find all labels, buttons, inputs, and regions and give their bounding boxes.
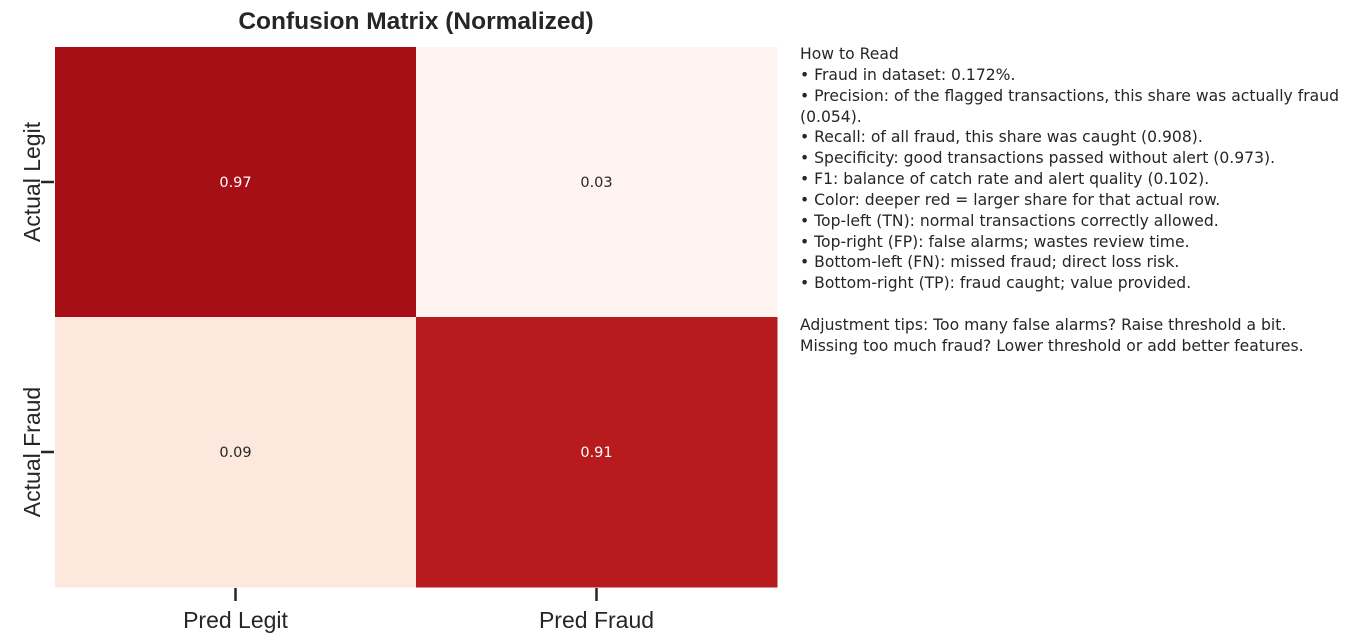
confusion-matrix-chart: Confusion Matrix (Normalized) 0.97 0.030.… <box>19 8 778 633</box>
how-to-read-heading: How to Read <box>800 45 899 63</box>
chart-title: Confusion Matrix (Normalized) <box>238 8 593 35</box>
tip-missing-fraud: Missing too much fraud? Lower threshold … <box>800 336 1304 355</box>
heatmap-cells: 0.97 0.03 0.09 0.91 <box>55 47 778 588</box>
y-tick-label-actual-fraud: Actual Fraud <box>19 387 45 517</box>
note-spacer <box>800 294 1344 315</box>
note-precision: • Precision: of the flagged transactions… <box>800 86 1339 126</box>
cell-value-actual-legit-pred-legit: 0.97 <box>219 175 251 191</box>
cell-actual-legit-pred-fraud <box>416 47 778 318</box>
heatmap-ticks: Actual Legit Actual Fraud Pred Legit Pred F… <box>19 121 654 633</box>
how-to-read-panel: How to Read • Fraud in dataset: 0.172%. … <box>800 44 1344 357</box>
cell-value-actual-fraud-pred-fraud: 0.91 <box>580 445 612 461</box>
tip-false-alarms: Adjustment tips: Too many false alarms? … <box>800 315 1287 334</box>
note-recall: • Recall: of all fraud, this share was c… <box>800 128 1203 147</box>
note-specificity: • Specificity: good transactions passed … <box>800 149 1276 168</box>
cell-actual-legit-pred-legit <box>55 47 417 318</box>
note-color: • Color: deeper red = larger share for t… <box>800 190 1221 209</box>
cell-value-actual-fraud-pred-legit: 0.09 <box>219 445 251 461</box>
cell-actual-fraud-pred-fraud <box>416 317 778 588</box>
x-tick-label-pred-legit: Pred Legit <box>183 607 288 633</box>
cell-actual-fraud-pred-legit <box>55 317 417 588</box>
cell-value-actual-legit-pred-fraud: 0.03 <box>580 175 612 191</box>
y-tick-label-actual-legit: Actual Legit <box>19 121 45 242</box>
x-tick-label-pred-fraud: Pred Fraud <box>539 607 654 633</box>
note-top-right: • Top-right (FP): false alarms; wastes r… <box>800 232 1190 251</box>
note-bottom-right: • Bottom-right (TP): fraud caught; value… <box>800 274 1192 293</box>
note-bottom-left: • Bottom-left (FN): missed fraud; direct… <box>800 253 1180 272</box>
note-fraud-rate: • Fraud in dataset: 0.172%. <box>800 65 1016 84</box>
note-f1: • F1: balance of catch rate and alert qu… <box>800 170 1210 189</box>
note-top-left: • Top-left (TN): normal transactions cor… <box>800 211 1219 230</box>
